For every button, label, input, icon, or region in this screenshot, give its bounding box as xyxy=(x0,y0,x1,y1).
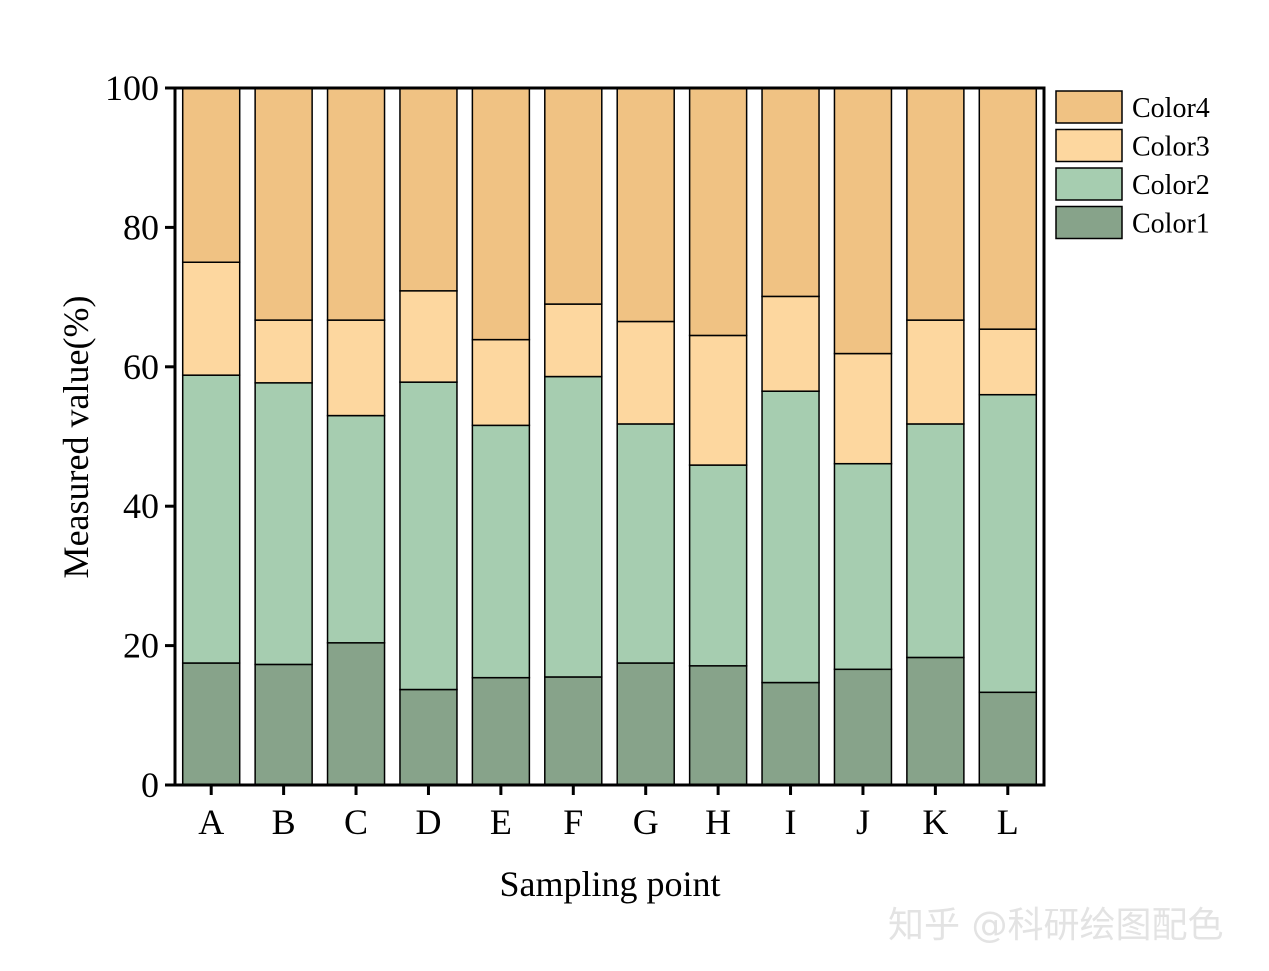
bar-A-color1 xyxy=(181,662,241,786)
bar-H-color4 xyxy=(688,87,748,337)
bar-E-color4 xyxy=(471,87,531,341)
legend-swatch-color1 xyxy=(1055,205,1123,240)
bar-K-color1 xyxy=(906,656,965,786)
bar-K-color4 xyxy=(906,87,965,321)
bar-J-color2 xyxy=(833,462,893,671)
bar-L-color4 xyxy=(978,87,1038,330)
bar-J-color1 xyxy=(833,668,893,786)
bar-A-color2 xyxy=(181,374,241,664)
legend-swatch-color2 xyxy=(1055,167,1123,201)
x-tick-label-H: H xyxy=(705,802,731,842)
bar-F-color2 xyxy=(544,375,603,678)
axes-frame xyxy=(173,88,1046,787)
bar-L-color1 xyxy=(978,691,1038,786)
legend-swatch-color4 xyxy=(1055,90,1123,124)
bar-E-color1 xyxy=(471,676,531,786)
bar-F-color1 xyxy=(544,676,603,786)
watermark-text: 知乎 @科研绘图配色 xyxy=(888,905,1224,946)
y-tick-label-20: 20 xyxy=(123,626,159,666)
bar-E-color3 xyxy=(471,338,531,427)
bar-L-color3 xyxy=(978,328,1038,396)
bar-H-color2 xyxy=(688,464,748,667)
bar-H-color1 xyxy=(688,665,748,786)
y-tick-label-100: 100 xyxy=(105,68,159,108)
bar-B-color1 xyxy=(254,663,313,786)
legend-swatch-color3 xyxy=(1055,128,1123,163)
x-tick-label-G: G xyxy=(633,802,659,842)
legend: Color4 Color3 Color2 Color1 xyxy=(1055,90,1210,240)
bar-G-color1 xyxy=(616,662,675,786)
bar-J-color3 xyxy=(833,352,893,465)
bar-K-color2 xyxy=(906,423,965,659)
x-axis-title: Sampling point xyxy=(499,864,720,904)
bar-C-color1 xyxy=(326,642,386,786)
x-tick-label-E: E xyxy=(490,802,512,842)
x-tick-label-J: J xyxy=(856,802,870,842)
bar-B-color2 xyxy=(254,382,313,666)
x-tick-label-C: C xyxy=(344,802,368,842)
bar-I-color1 xyxy=(761,681,820,786)
y-tick-label-0: 0 xyxy=(141,765,159,805)
x-tick-label-F: F xyxy=(563,802,583,842)
legend-label-color3: Color3 xyxy=(1132,132,1210,163)
legend-label-color4: Color4 xyxy=(1132,93,1210,124)
bar-I-color4 xyxy=(761,87,820,298)
bar-I-color3 xyxy=(761,295,820,392)
bar-D-color1 xyxy=(399,688,458,786)
bar-B-color4 xyxy=(254,87,313,321)
bar-C-color2 xyxy=(326,414,386,644)
x-tick-label-K: K xyxy=(922,802,948,842)
bar-F-color4 xyxy=(544,87,603,305)
bar-G-color3 xyxy=(616,320,675,425)
bar-E-color2 xyxy=(471,424,531,679)
x-tick-label-B: B xyxy=(272,802,296,842)
ticks-group: 0 20 40 60 80 100 A B C D E F G H I J K L xyxy=(105,68,1019,842)
bar-A-color3 xyxy=(181,261,241,376)
bar-D-color2 xyxy=(399,381,458,691)
y-tick-label-40: 40 xyxy=(123,486,159,526)
bar-C-color3 xyxy=(326,319,386,417)
bar-C-color4 xyxy=(326,87,386,321)
x-tick-label-I: I xyxy=(785,802,797,842)
bar-B-color3 xyxy=(254,319,313,384)
legend-label-color2: Color2 xyxy=(1132,170,1210,201)
bar-L-color2 xyxy=(978,393,1038,694)
y-axis-title: Measured value(%) xyxy=(56,296,96,579)
bar-H-color3 xyxy=(688,334,748,466)
y-tick-label-60: 60 xyxy=(123,347,159,387)
bar-G-color4 xyxy=(616,87,675,323)
bar-G-color2 xyxy=(616,423,675,664)
x-tick-label-L: L xyxy=(997,802,1019,842)
bars-group xyxy=(181,87,1038,786)
bar-I-color2 xyxy=(761,390,820,684)
legend-label-color1: Color1 xyxy=(1132,209,1210,240)
bar-D-color4 xyxy=(399,87,458,292)
bar-J-color4 xyxy=(833,87,893,355)
bar-F-color3 xyxy=(544,303,603,378)
bar-A-color4 xyxy=(181,87,241,263)
bar-K-color3 xyxy=(906,319,965,425)
x-tick-label-A: A xyxy=(198,802,224,842)
y-tick-label-80: 80 xyxy=(123,207,159,247)
axes-group xyxy=(173,86,1046,787)
bar-D-color3 xyxy=(399,290,458,383)
x-tick-label-D: D xyxy=(415,802,441,842)
